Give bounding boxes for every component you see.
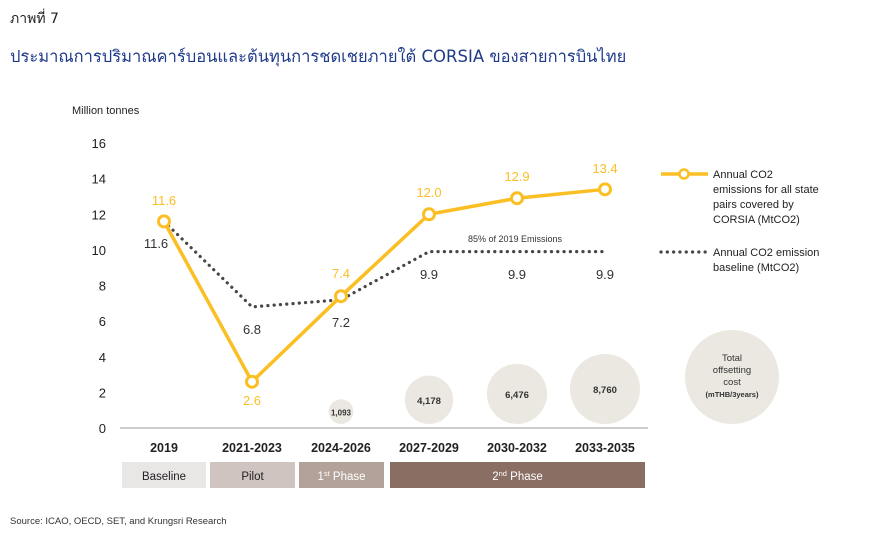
- source-note: Source: ICAO, OECD, SET, and Krungsri Re…: [10, 516, 227, 527]
- phase-bar: [390, 462, 645, 488]
- y-tick-label: 14: [92, 172, 106, 187]
- legend-emissions-text: pairs covered by: [713, 199, 794, 211]
- cost-legend-text: Total: [722, 353, 742, 364]
- phase-label: 1st Phase: [317, 469, 365, 483]
- cost-bubble-label: 1,093: [331, 409, 352, 418]
- cost-bubble: [570, 354, 640, 424]
- baseline-data-label: 9.9: [596, 267, 614, 282]
- y-tick-label: 6: [99, 314, 106, 329]
- baseline-data-label: 9.9: [508, 267, 526, 282]
- emissions-data-label: 11.6: [152, 193, 176, 208]
- cost-bubble: [328, 399, 354, 424]
- legend-emissions-text: Annual CO2: [713, 169, 773, 181]
- legend-emissions-text: emissions for all state: [713, 184, 819, 196]
- cost-bubble-label: 6,476: [505, 390, 529, 401]
- cost-legend-bubble: [685, 330, 779, 424]
- legend-emissions-text: CORSIA (MtCO2): [713, 214, 800, 226]
- baseline-data-label: 7.2: [332, 315, 350, 330]
- x-tick-label: 2019: [150, 441, 178, 455]
- emissions-data-label: 13.4: [592, 161, 617, 176]
- cost-bubble: [404, 375, 454, 424]
- emissions-data-label: 2.6: [243, 393, 261, 408]
- x-tick-label: 2030-2032: [487, 441, 547, 455]
- baseline-data-label: 9.9: [420, 267, 438, 282]
- x-tick-label: 2021-2023: [222, 441, 282, 455]
- baseline-data-label: 6.8: [243, 322, 261, 337]
- y-tick-label: 8: [99, 279, 106, 294]
- cost-legend-text: (mTHB/3years): [706, 390, 759, 399]
- legend-emissions-marker: [678, 168, 690, 180]
- emissions-data-label: 12.9: [504, 169, 529, 184]
- emissions-data-label: 7.4: [332, 266, 350, 281]
- phase-label: Baseline: [142, 471, 186, 483]
- phase-bar: [299, 462, 384, 488]
- figure-label: ภาพที่ 7: [10, 11, 59, 27]
- baseline-series-line: [162, 219, 607, 309]
- annotation-85-percent: 85% of 2019 Emissions: [468, 234, 563, 244]
- y-tick-label: 2: [99, 385, 106, 400]
- cost-bubble-label: 8,760: [593, 385, 617, 396]
- x-tick-label: 2033-2035: [575, 441, 635, 455]
- phase-label: Pilot: [241, 471, 264, 483]
- baseline-data-label: 11.6: [144, 236, 168, 251]
- emissions-series-line: [162, 187, 606, 384]
- phase-bar: [122, 462, 206, 488]
- y-tick-label: 12: [92, 207, 106, 222]
- chart-title: ประมาณการปริมาณคาร์บอนและต้นทุนการชดเชยภ…: [10, 47, 627, 66]
- legend-baseline-text: Annual CO2 emission: [713, 247, 819, 259]
- emissions-point: [598, 182, 612, 197]
- phase-bar: [210, 462, 295, 488]
- emissions-point: [157, 214, 171, 229]
- emissions-point: [510, 191, 524, 206]
- legend-baseline-text: baseline (MtCO2): [713, 262, 799, 274]
- cost-bubble-label: 4,178: [417, 396, 441, 407]
- emissions-data-label: 12.0: [416, 185, 441, 200]
- emissions-point: [422, 207, 436, 222]
- cost-legend-text: cost: [723, 377, 741, 388]
- emissions-point: [245, 374, 259, 389]
- y-tick-label: 10: [92, 243, 106, 258]
- y-tick-label: 0: [99, 421, 106, 436]
- emissions-point: [334, 289, 348, 304]
- cost-legend-text: offsetting: [713, 365, 751, 376]
- phase-label: 2nd Phase: [492, 469, 543, 483]
- y-tick-label: 4: [99, 350, 106, 365]
- x-tick-label: 2027-2029: [399, 441, 459, 455]
- cost-bubble: [486, 363, 548, 425]
- x-tick-label: 2024-2026: [311, 441, 371, 455]
- y-tick-label: 16: [92, 136, 106, 151]
- y-axis-label: Million tonnes: [72, 105, 140, 117]
